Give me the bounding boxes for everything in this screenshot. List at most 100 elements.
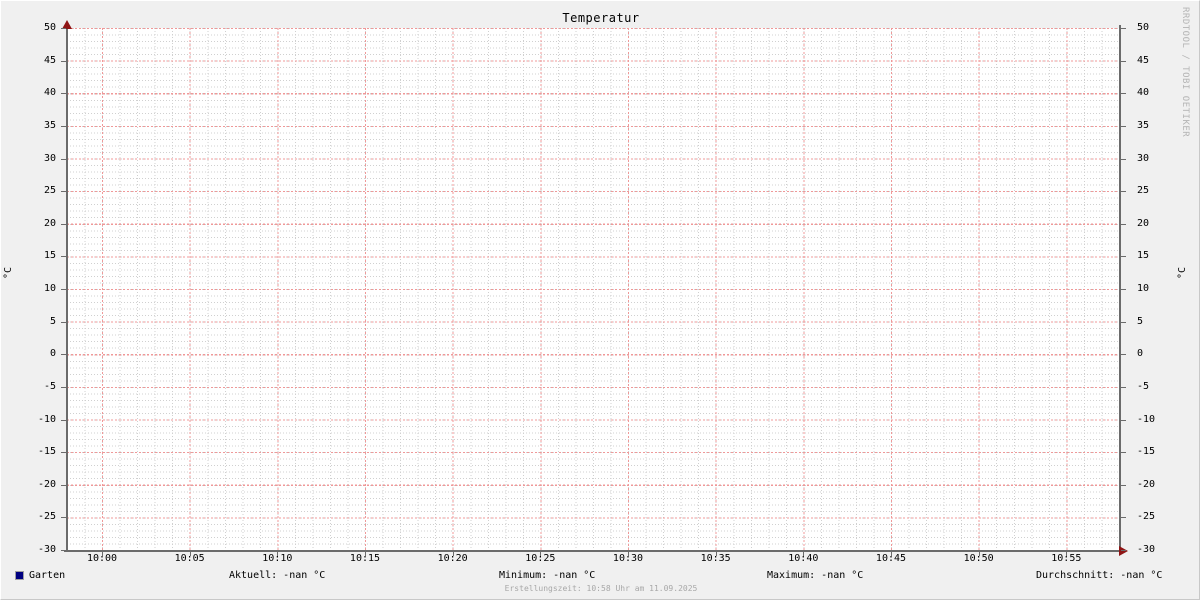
y-tick-label-right: -20 [1137,478,1156,490]
y-tick-label: 50 [43,22,56,33]
y-tick-label: 10 [43,283,56,294]
x-tick-mark [365,552,366,556]
y-tick-mark [61,517,66,518]
legend: Garten Aktuell: -nan °C Minimum: -nan °C… [1,567,1200,585]
x-tick-label: 10:55 [1051,553,1082,564]
y-tick-label-right: 0 [1137,348,1144,360]
y-tick-mark-right [1121,354,1126,355]
y-tick-mark-right [1121,28,1126,29]
y-tick-label: -5 [43,380,56,392]
x-tick-label: 10:05 [174,553,205,564]
y-tick-mark-right [1121,191,1126,192]
y-tick-label-right: 15 [1137,250,1150,262]
y-tick-mark [61,485,66,486]
x-tick-mark [277,552,278,556]
y-tick-mark-right [1121,289,1126,290]
y-tick-mark [61,420,66,421]
y-tick-mark [61,93,66,94]
y-tick-label-right: -10 [1137,413,1156,425]
x-axis-arrow-icon [1119,546,1128,556]
y-tick-label: 25 [43,185,56,197]
y-tick-mark-right [1121,387,1126,388]
x-tick-label: 10:10 [262,553,293,564]
y-tick-mark [61,61,66,62]
y-tick-label-right: -15 [1137,446,1156,458]
y-tick-mark [61,289,66,290]
y-tick-label: -25 [37,511,56,523]
grid-layer [67,28,1119,550]
y-tick-label: -30 [37,544,56,555]
y-tick-label-right: -5 [1137,380,1150,392]
y-tick-mark-right [1121,126,1126,127]
rrdtool-watermark: RRDTOOL / TOBI OETIKER [1180,7,1190,138]
y-tick-mark-right [1121,452,1126,453]
y-tick-label-right: 45 [1137,54,1150,66]
y-tick-label: 15 [43,250,56,262]
x-tick-label: 10:45 [875,553,907,564]
y-tick-mark [61,354,66,355]
y-tick-mark [61,322,66,323]
plot-area[interactable] [67,28,1119,550]
y-tick-label: 20 [43,217,56,229]
x-tick-mark [1066,552,1067,556]
y-tick-mark-right [1121,224,1126,225]
y-tick-label-right: 40 [1137,87,1150,99]
legend-average-value: Durchschnitt: -nan °C [1036,570,1163,581]
y-tick-label-right: 50 [1137,22,1150,33]
x-tick-label: 10:35 [700,553,731,564]
y-tick-mark-right [1121,61,1126,62]
y-tick-mark [61,126,66,127]
y-tick-mark-right [1121,322,1126,323]
legend-current-value: Aktuell: -nan °C [229,570,326,581]
x-tick-mark [628,552,629,556]
y-tick-label-right: 20 [1137,217,1150,229]
y-tick-mark [61,550,66,551]
y-tick-label: 35 [43,119,56,131]
y-axis-right [1119,25,1121,552]
y-tick-mark [61,159,66,160]
legend-minimum-value: Minimum: -nan °C [499,570,596,581]
y-axis-unit-left: °C [3,266,14,279]
y-tick-label-right: -30 [1137,544,1156,555]
x-tick-label: 10:00 [86,553,118,564]
x-tick-label: 10:30 [612,553,644,564]
legend-maximum-value: Maximum: -nan °C [767,570,864,581]
y-tick-mark-right [1121,256,1126,257]
x-tick-label: 10:15 [349,553,381,564]
x-tick-mark [803,552,804,556]
y-tick-label: -15 [37,446,56,458]
y-tick-label-right: 25 [1137,185,1150,197]
y-axis-unit-right: °C [1177,266,1188,279]
grid-major-vertical [67,28,1119,550]
legend-swatch-garten [15,571,24,580]
y-tick-label-right: 35 [1137,119,1150,131]
x-tick-label: 10:20 [437,553,468,564]
x-tick-label: 10:40 [788,553,819,564]
graph-title: Temperatur [562,11,640,25]
y-tick-label: 45 [43,54,56,66]
y-tick-mark-right [1121,517,1126,518]
y-tick-mark [61,28,66,29]
y-tick-label-right: -25 [1137,511,1156,523]
y-tick-label: -20 [37,478,56,490]
y-tick-mark-right [1121,420,1126,421]
x-tick-mark [979,552,980,556]
y-tick-label: 40 [43,87,56,99]
y-tick-label: 5 [49,315,56,327]
x-tick-mark [102,552,103,556]
x-axis [64,550,1122,552]
y-axis-arrow-icon [62,20,72,29]
y-tick-mark [61,452,66,453]
x-tick-mark [190,552,191,556]
x-tick-mark [891,552,892,556]
y-tick-mark [61,256,66,257]
y-tick-label-right: 10 [1137,283,1150,294]
x-tick-mark [453,552,454,556]
y-tick-label: 0 [49,348,56,360]
creation-timestamp: Erstellungszeit: 10:58 Uhr am 11.09.2025 [504,584,698,593]
y-tick-label: 30 [43,152,56,164]
x-tick-label: 10:25 [525,553,556,564]
x-tick-mark [540,552,541,556]
y-tick-mark [61,387,66,388]
